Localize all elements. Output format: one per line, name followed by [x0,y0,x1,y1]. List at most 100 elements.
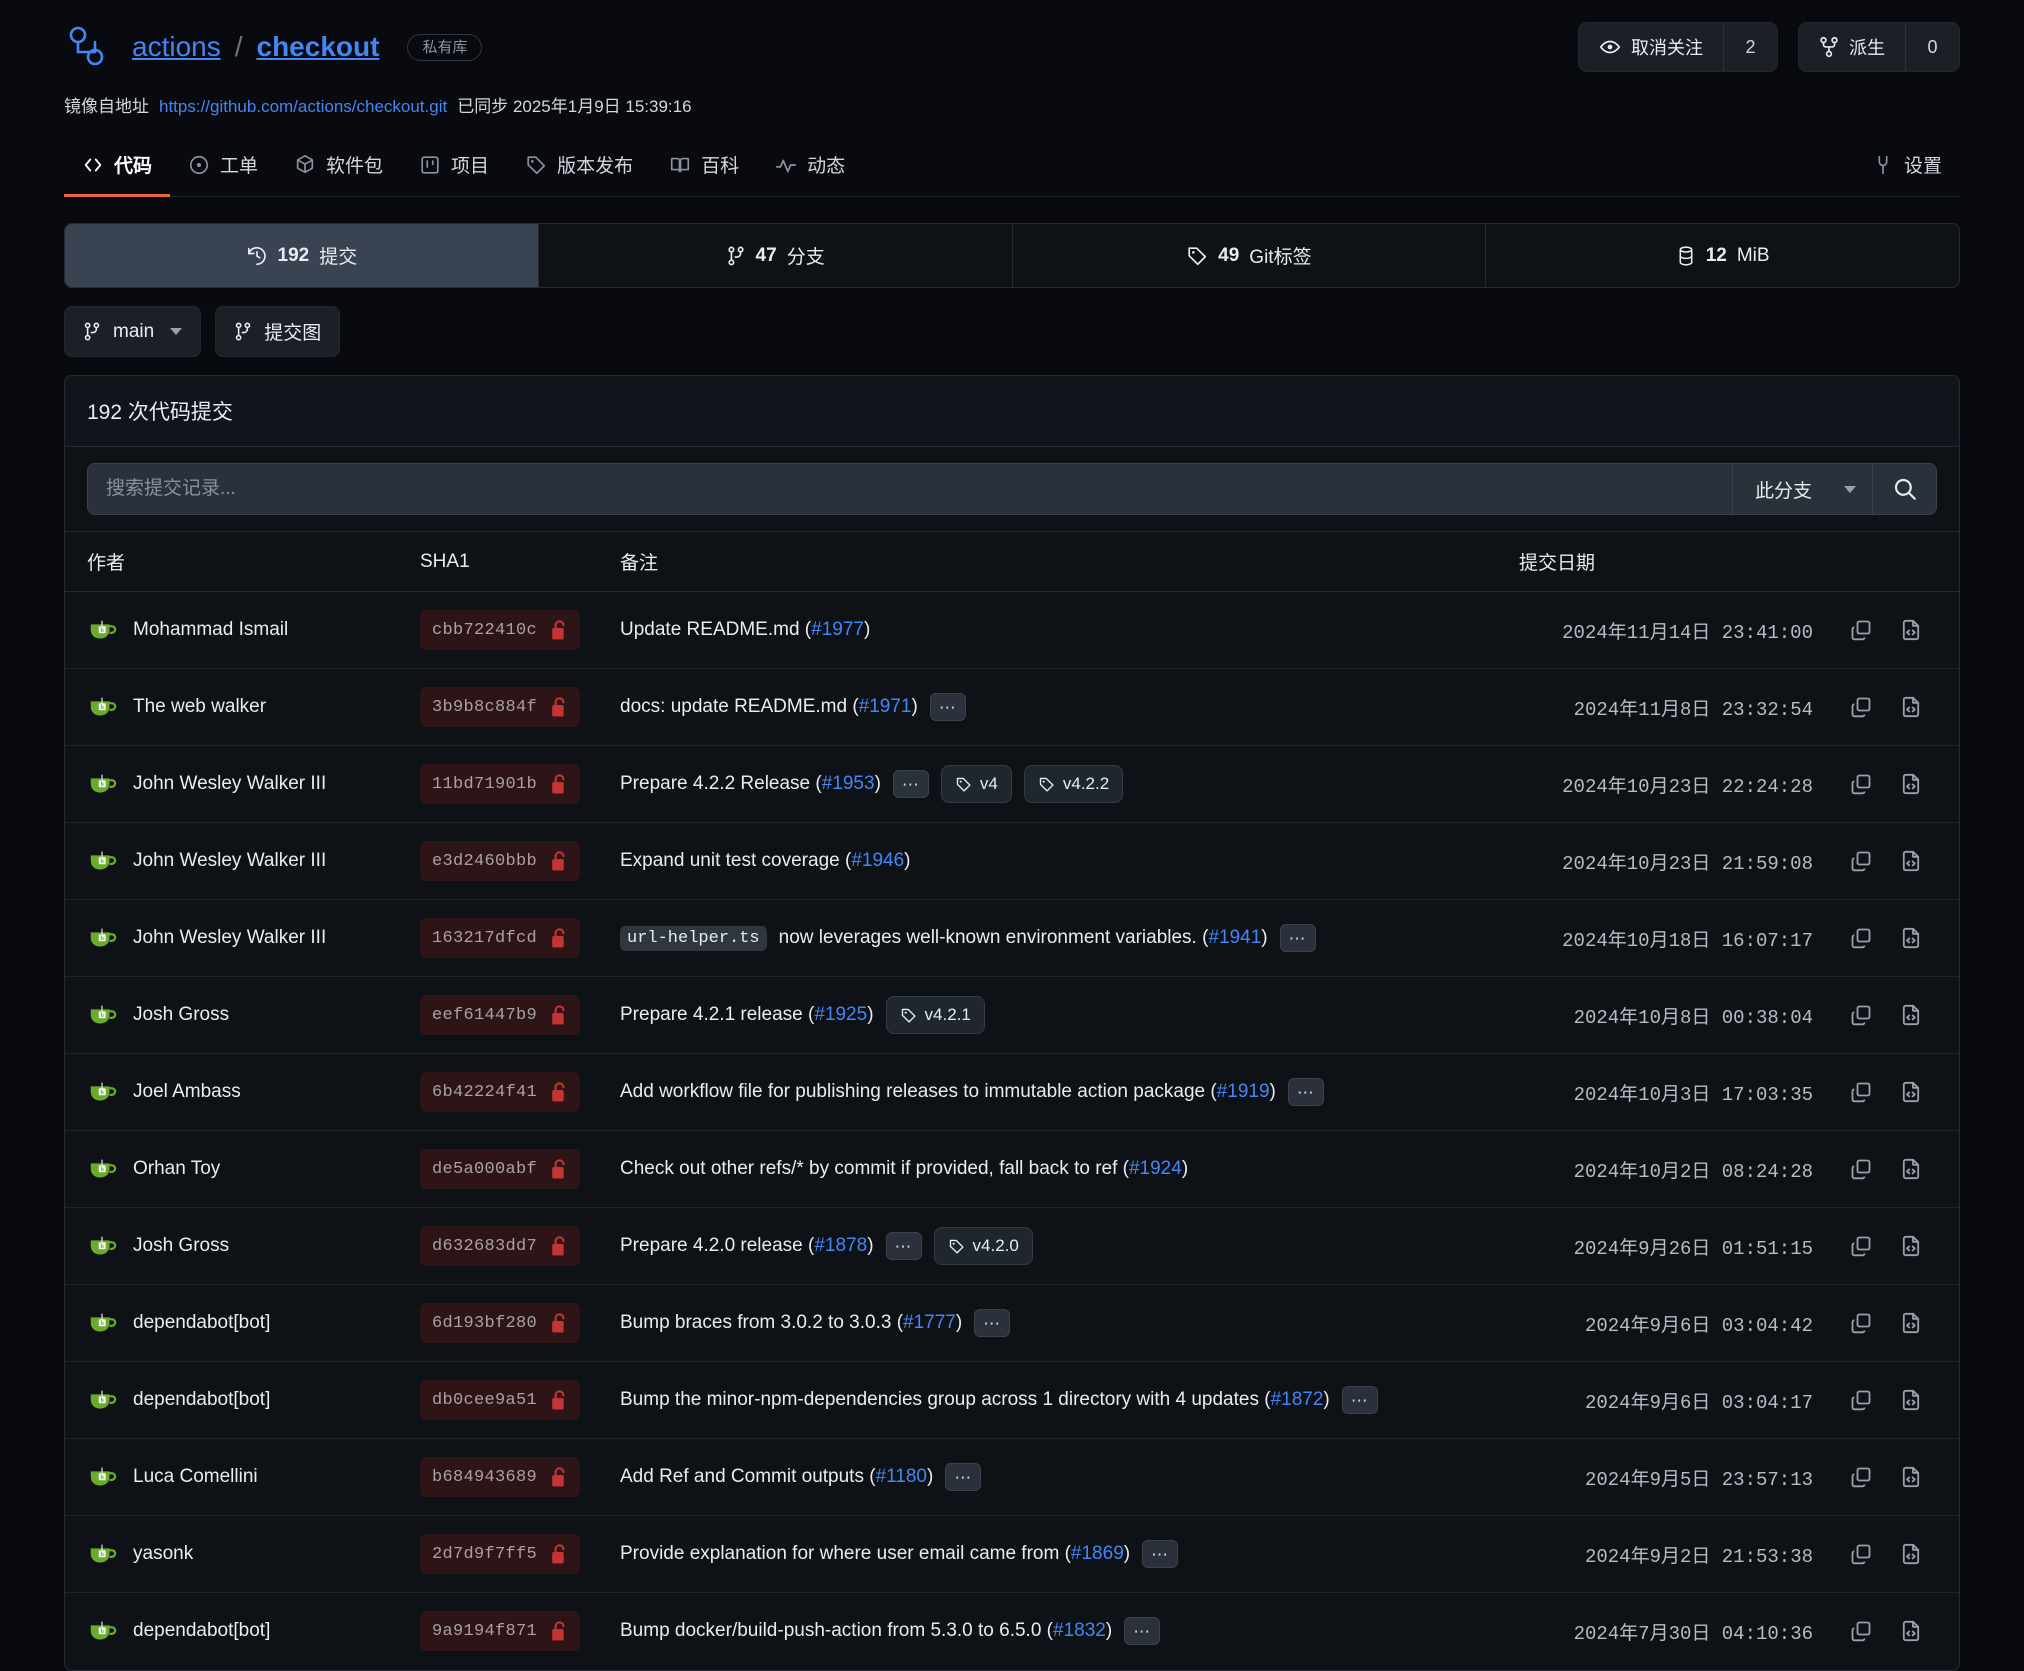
commits-search-box[interactable]: 此分支 [87,463,1937,515]
expand-message-button[interactable]: ⋯ [945,1463,982,1491]
commit-tag-pill[interactable]: v4.2.0 [933,1227,1033,1265]
commit-author-name[interactable]: yasonk [133,1543,194,1564]
commit-sha-pill[interactable]: de5a000abf [420,1149,581,1189]
breadcrumb-repo[interactable]: checkout [256,31,380,62]
commit-issue-link[interactable]: #1924 [1128,1158,1182,1179]
watch-button-group[interactable]: 取消关注 2 [1578,22,1778,72]
copy-icon[interactable] [1849,772,1873,796]
commit-author-name[interactable]: John Wesley Walker III [133,927,327,948]
nav-item-packages[interactable]: 软件包 [276,139,401,197]
file-code-icon[interactable] [1899,1465,1923,1489]
copy-icon[interactable] [1849,1003,1873,1027]
copy-icon[interactable] [1849,1619,1873,1643]
copy-icon[interactable] [1849,618,1873,642]
fork-count[interactable]: 0 [1905,23,1959,71]
commit-sha-pill[interactable]: 6b42224f41 [420,1072,581,1112]
file-code-icon[interactable] [1899,849,1923,873]
commit-issue-link[interactable]: #1925 [814,1004,868,1025]
commit-sha-pill[interactable]: 3b9b8c884f [420,687,581,727]
expand-message-button[interactable]: ⋯ [892,770,929,798]
commit-sha-pill[interactable]: d632683dd7 [420,1226,581,1266]
commit-author-name[interactable]: Joel Ambass [133,1081,241,1102]
stat-size[interactable]: 12 MiB [1486,224,1959,287]
commit-issue-link[interactable]: #1832 [1053,1620,1106,1642]
commit-sha-pill[interactable]: eef61447b9 [420,995,581,1035]
search-input[interactable] [88,464,1732,514]
stat-commits[interactable]: 192 提交 [65,224,539,287]
copy-icon[interactable] [1849,695,1873,719]
copy-icon[interactable] [1849,1080,1873,1104]
copy-icon[interactable] [1849,849,1873,873]
file-code-icon[interactable] [1899,1234,1923,1258]
commit-author-name[interactable]: dependabot[bot] [133,1389,271,1410]
file-code-icon[interactable] [1899,1619,1923,1643]
commit-sha-pill[interactable]: 2d7d9f7ff5 [420,1534,581,1574]
commit-author-name[interactable]: John Wesley Walker III [133,773,327,794]
commit-author-name[interactable]: Mohammad Ismail [133,619,289,640]
commit-graph-button[interactable]: 提交图 [215,306,341,357]
file-code-icon[interactable] [1899,1157,1923,1181]
fork-button-group[interactable]: 派生 0 [1798,22,1960,72]
copy-icon[interactable] [1849,1311,1873,1335]
mirror-url-link[interactable]: https://github.com/actions/checkout.git [159,97,448,116]
file-code-icon[interactable] [1899,772,1923,796]
stat-branches[interactable]: 47 分支 [539,224,1013,287]
file-code-icon[interactable] [1899,1080,1923,1104]
commit-author-name[interactable]: Orhan Toy [133,1158,221,1179]
nav-item-projects[interactable]: 项目 [401,139,507,197]
commit-tag-pill[interactable]: v4.2.2 [1023,765,1124,803]
nav-item-issues[interactable]: 工单 [170,139,276,197]
unwatch-button[interactable]: 取消关注 [1579,23,1723,71]
nav-item-wiki[interactable]: 百科 [651,139,757,197]
copy-icon[interactable] [1849,1157,1873,1181]
expand-message-button[interactable]: ⋯ [885,1232,922,1260]
commit-issue-link[interactable]: #1977 [811,619,864,640]
stat-tags[interactable]: 49 Git标签 [1013,224,1487,287]
commit-sha-pill[interactable]: 6d193bf280 [420,1303,581,1343]
file-code-icon[interactable] [1899,926,1923,950]
copy-icon[interactable] [1849,926,1873,950]
nav-item-settings[interactable]: 设置 [1854,139,1960,197]
commit-issue-link[interactable]: #1941 [1208,927,1262,948]
search-scope-select[interactable]: 此分支 [1731,464,1872,514]
commit-tag-pill[interactable]: v4.2.1 [885,996,985,1034]
commit-author-name[interactable]: The web walker [133,696,267,717]
nav-item-activity[interactable]: 动态 [757,139,863,197]
commit-issue-link[interactable]: #1878 [814,1235,868,1256]
copy-icon[interactable] [1849,1388,1873,1412]
commit-sha-pill[interactable]: 163217dfcd [420,918,581,958]
search-submit-button[interactable] [1872,464,1936,514]
commit-author-name[interactable]: dependabot[bot] [133,1312,271,1333]
file-code-icon[interactable] [1899,1388,1923,1412]
file-code-icon[interactable] [1899,1311,1923,1335]
copy-icon[interactable] [1849,1465,1873,1489]
expand-message-button[interactable]: ⋯ [1124,1617,1161,1646]
expand-message-button[interactable]: ⋯ [1287,1078,1324,1106]
commit-tag-pill[interactable]: v4 [940,765,1012,803]
file-code-icon[interactable] [1899,618,1923,642]
copy-icon[interactable] [1849,1234,1873,1258]
nav-item-code[interactable]: 代码 [64,139,171,197]
file-code-icon[interactable] [1899,695,1923,719]
commit-issue-link[interactable]: #1180 [875,1466,928,1487]
expand-message-button[interactable]: ⋯ [929,693,966,721]
commit-author-name[interactable]: Josh Gross [133,1004,230,1025]
commit-issue-link[interactable]: #1872 [1270,1389,1324,1410]
commit-sha-pill[interactable]: db0cee9a51 [420,1380,581,1420]
branch-selector[interactable]: main [64,306,202,357]
commit-issue-link[interactable]: #1971 [858,696,912,717]
file-code-icon[interactable] [1899,1003,1923,1027]
commit-issue-link[interactable]: #1946 [851,850,905,871]
commit-author-name[interactable]: Josh Gross [133,1235,230,1256]
commit-author-name[interactable]: John Wesley Walker III [133,850,327,871]
commit-issue-link[interactable]: #1869 [1070,1543,1124,1564]
commit-sha-pill[interactable]: b684943689 [420,1457,581,1497]
nav-item-releases[interactable]: 版本发布 [507,139,651,197]
expand-message-button[interactable]: ⋯ [1341,1386,1378,1414]
commit-sha-pill[interactable]: cbb722410c [420,610,581,650]
commit-issue-link[interactable]: #1777 [903,1312,956,1333]
commit-sha-pill[interactable]: 11bd71901b [420,764,581,804]
expand-message-button[interactable]: ⋯ [1279,924,1316,952]
copy-icon[interactable] [1849,1542,1873,1566]
commit-author-name[interactable]: Luca Comellini [133,1466,258,1487]
